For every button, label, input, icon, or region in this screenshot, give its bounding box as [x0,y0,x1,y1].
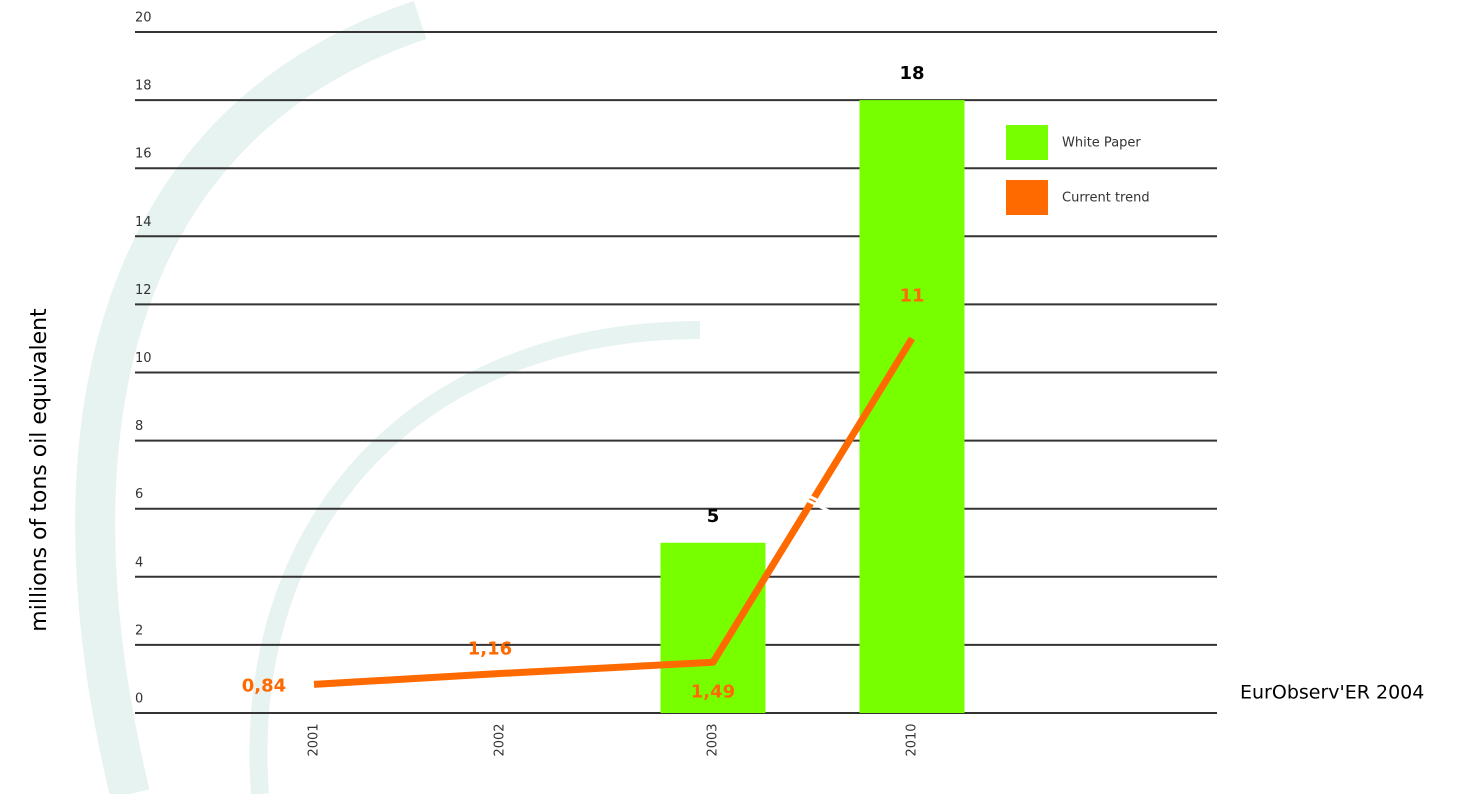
legend-label: White Paper [1062,136,1141,151]
chart: millions of tons oil equivalent EurObser… [0,0,1467,794]
line-value-label: 0,84 [242,675,286,696]
x-tick-label: 2003 [706,723,721,756]
bar-value-label: 5 [707,506,720,527]
y-tick-label: 12 [135,283,152,298]
y-tick-label: 0 [135,692,143,707]
x-tick-label: 2010 [905,723,920,756]
y-tick-label: 16 [135,147,152,162]
line-value-label: 1,49 [691,681,735,702]
bar [860,100,965,713]
x-tick-label: 2001 [307,723,322,756]
y-tick-label: 4 [135,555,143,570]
y-tick-label: 8 [135,419,143,434]
bar-value-label: 18 [899,63,924,84]
legend-swatch [1006,180,1048,215]
line-value-label: 1,16 [468,639,512,660]
swirl [258,330,700,794]
source-note: EurObserv'ER 2004 [1240,682,1424,704]
line-value-label: 11 [899,285,924,306]
y-axis-title: millions of tons oil equivalent [27,308,52,632]
x-tick-label: 2002 [493,723,508,756]
trend-line [314,338,912,684]
legend-swatch [1006,125,1048,160]
legend-label: Current trend [1062,191,1150,206]
y-tick-label: 10 [135,351,152,366]
y-tick-label: 6 [135,487,143,502]
y-tick-label: 14 [135,215,152,230]
y-tick-label: 2 [135,623,143,638]
y-tick-label: 20 [135,11,152,26]
y-tick-label: 18 [135,79,152,94]
